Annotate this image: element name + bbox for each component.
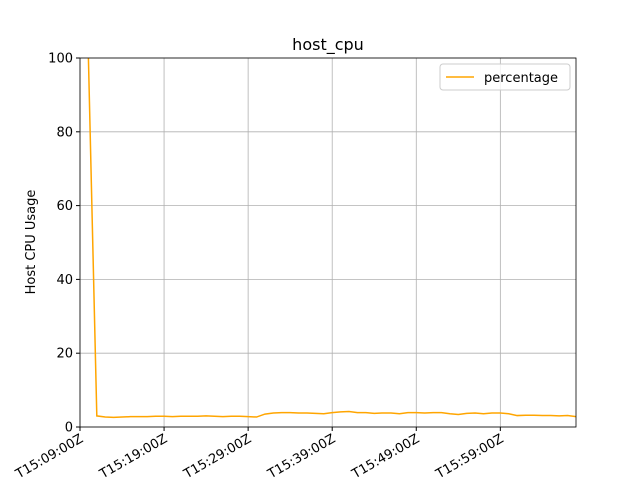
x-tick-label: T15:19:00Z: [97, 431, 171, 480]
x-tick-label: T15:39:00Z: [265, 431, 339, 480]
y-tick-label: 40: [56, 273, 73, 288]
x-tick-label: T15:59:00Z: [433, 431, 507, 480]
x-tick-label: T15:49:00Z: [349, 431, 423, 480]
legend-box: [439, 63, 571, 91]
chart-title: host_cpu: [292, 35, 364, 55]
x-tick-label: T15:09:00Z: [12, 431, 86, 480]
y-tick-label: 80: [56, 125, 73, 140]
y-axis-label: Host CPU Usage: [24, 190, 39, 295]
plot-frame: [79, 57, 577, 428]
data-line: [87, 58, 576, 419]
y-tick-label: 20: [56, 347, 73, 362]
y-tick-label: 60: [56, 199, 73, 214]
y-tick-label: 0: [65, 421, 73, 436]
x-tick-label: T15:29:00Z: [181, 431, 255, 480]
legend-label: percentage: [484, 71, 558, 86]
y-tick-label: 100: [48, 52, 73, 67]
